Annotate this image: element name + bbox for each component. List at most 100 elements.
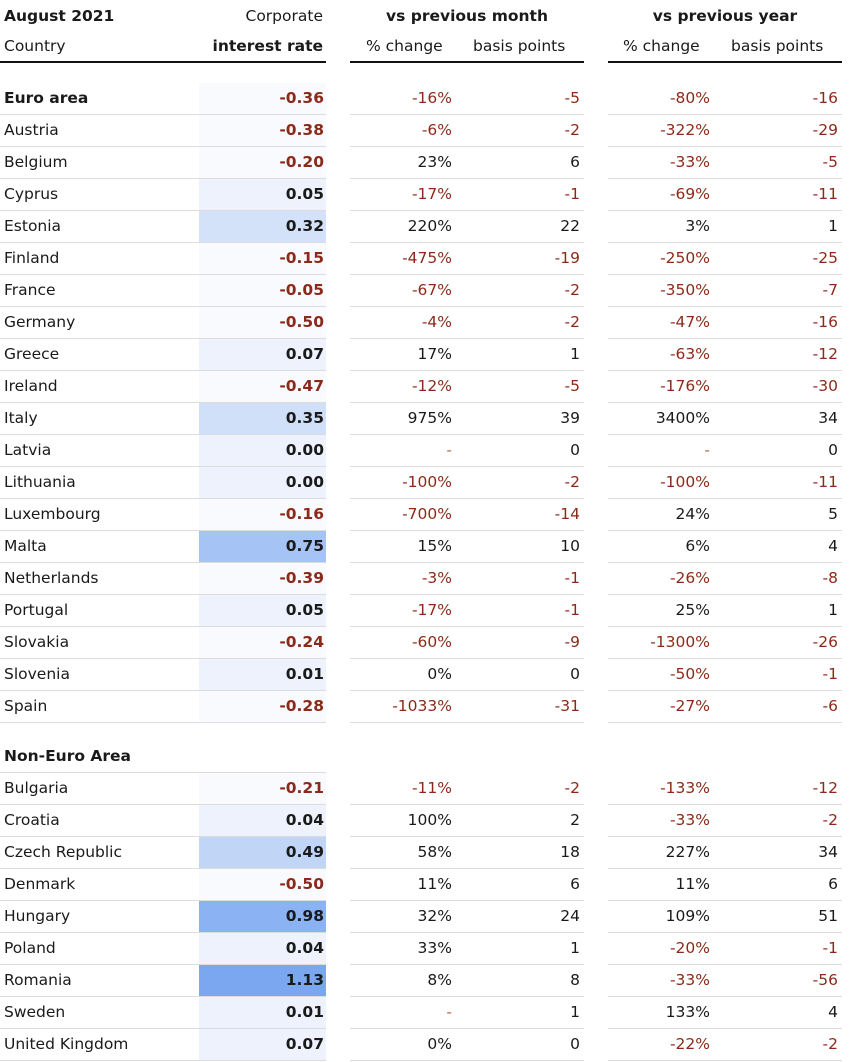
table-row: Portugal 0.05 -17% -1 25% 1 [0,595,850,627]
year-pct-cell: 133% [665,1003,710,1021]
country-cell: Belgium [4,153,68,171]
rate-cell: 0.01 [199,659,326,690]
year-bp-cell: -7 [822,281,838,299]
row-divider [350,146,584,147]
month-pct-cell: -67% [411,281,452,299]
row-divider [608,594,842,595]
month-pct-cell: -700% [402,505,452,523]
section-row: Non-Euro Area [0,741,850,773]
year-pct-cell: 25% [675,601,710,619]
year-bp-cell: -2 [822,811,838,829]
table-row: France -0.05 -67% -2 -350% -7 [0,275,850,307]
row-divider [608,178,842,179]
country-cell: Lithuania [4,473,76,491]
row-divider [0,434,326,435]
row-divider [350,836,584,837]
month-bp-cell: -2 [564,121,580,139]
row-divider [608,498,842,499]
month-pct-header: % change [366,37,443,55]
section-title: Euro area [4,89,89,107]
year-bp-cell: -26 [812,633,838,651]
table-row: Czech Republic 0.49 58% 18 227% 34 [0,837,850,869]
rate-cell: 0.75 [199,531,326,562]
row-divider [350,996,584,997]
row-divider [608,932,842,933]
month-pct-cell: - [446,1003,452,1021]
month-pct-cell: 11% [417,875,452,893]
country-cell: Malta [4,537,47,555]
month-pct-cell: -1033% [392,697,452,715]
row-divider [0,1060,326,1061]
row-divider [608,146,842,147]
year-pct-cell: 11% [675,875,710,893]
year-bp-cell: -5 [822,153,838,171]
country-cell: Croatia [4,811,60,829]
rate-cell: 0.35 [199,403,326,434]
table-row: Luxembourg -0.16 -700% -14 24% 5 [0,499,850,531]
country-cell: Latvia [4,441,52,459]
row-divider [0,658,326,659]
month-bp-cell: 1 [570,345,580,363]
year-bp-cell: 6 [828,875,838,893]
year-bp-header: basis points [731,37,824,55]
year-pct-cell: -26% [669,569,710,587]
row-divider [350,900,584,901]
country-cell: Cyprus [4,185,59,203]
table-row: Croatia 0.04 100% 2 -33% -2 [0,805,850,837]
country-cell: Poland [4,939,56,957]
year-bp-cell: -12 [812,345,838,363]
table-row: Italy 0.35 975% 39 3400% 34 [0,403,850,435]
rate-cell: 1.13 [199,965,326,996]
row-divider [350,370,584,371]
year-pct-cell: -27% [669,697,710,715]
row-divider [350,626,584,627]
row-divider [0,964,326,965]
country-cell: France [4,281,56,299]
country-cell: Greece [4,345,60,363]
rate-cell: 0.07 [199,339,326,370]
row-divider [608,562,842,563]
month-pct-cell: -475% [402,249,452,267]
year-bp-cell: -6 [822,697,838,715]
year-pct-cell: -250% [660,249,710,267]
year-group-header: vs previous year [652,7,798,25]
row-divider [350,402,584,403]
month-pct-cell: -3% [421,569,452,587]
row-divider [608,274,842,275]
row-divider [350,932,584,933]
rate-cell: 0.00 [199,435,326,466]
header-rule-year [608,61,842,63]
country-cell: Czech Republic [4,843,123,861]
year-bp-cell: 34 [818,843,838,861]
row-divider [608,1060,842,1061]
month-pct-cell: -4% [421,313,452,331]
row-divider [608,804,842,805]
table-row: Germany -0.50 -4% -2 -47% -16 [0,307,850,339]
year-pct-cell: -322% [660,121,710,139]
month-bp-cell: -5 [564,377,580,395]
month-bp-cell: 6 [570,875,580,893]
row-divider [608,434,842,435]
row-divider [350,868,584,869]
month-bp-cell: -9 [564,633,580,651]
year-bp-cell: -16 [812,313,838,331]
month-bp-cell: -31 [554,697,580,715]
year-pct-cell: -1300% [650,633,710,651]
rate-cell: -0.47 [199,371,326,402]
row-divider [350,178,584,179]
month-bp-cell: -2 [564,281,580,299]
year-bp-cell: -11 [812,185,838,203]
year-pct-cell: -33% [669,153,710,171]
table-row: Slovakia -0.24 -60% -9 -1300% -26 [0,627,850,659]
month-group-header: vs previous month [386,7,548,25]
country-cell: Italy [4,409,38,427]
month-bp-cell: 2 [570,811,580,829]
country-cell: Netherlands [4,569,99,587]
table-row: Finland -0.15 -475% -19 -250% -25 [0,243,850,275]
table-row: Greece 0.07 17% 1 -63% -12 [0,339,850,371]
year-bp-cell: -25 [812,249,838,267]
row-divider [350,338,584,339]
period-title: August 2021 [4,7,115,25]
row-divider [608,402,842,403]
month-bp-cell: -2 [564,313,580,331]
